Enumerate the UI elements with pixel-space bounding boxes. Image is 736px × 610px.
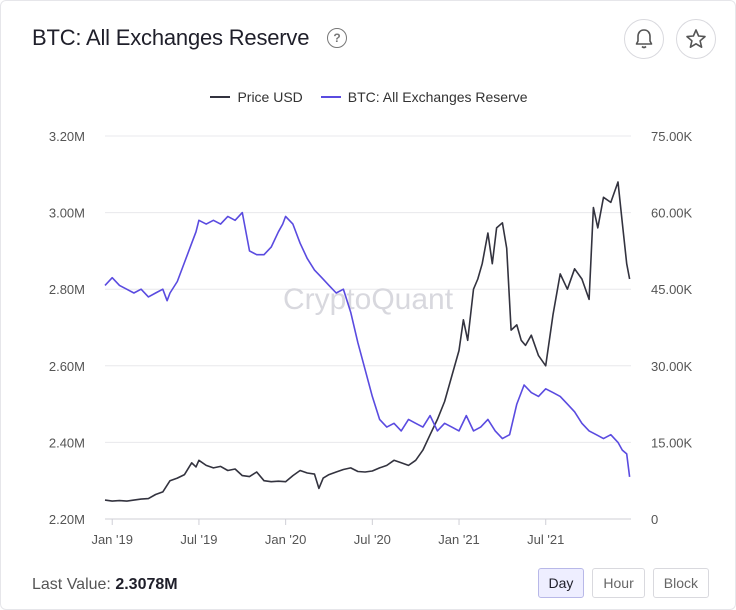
help-icon[interactable]: ?	[327, 28, 347, 48]
y-right-tick-label: 60.00K	[651, 206, 693, 221]
page-title: BTC: All Exchanges Reserve	[32, 25, 310, 50]
x-tick-label: Jan '19	[91, 532, 133, 547]
last-value-number: 2.3078M	[115, 576, 178, 593]
series-line-price	[104, 181, 631, 502]
x-tick-label: Jan '20	[265, 532, 307, 547]
x-tick-label: Jul '20	[354, 532, 391, 547]
y-left-tick-label: 2.40M	[49, 435, 85, 450]
alert-button[interactable]	[624, 19, 664, 59]
tab-day[interactable]: Day	[537, 568, 585, 598]
x-tick-label: Jan '21	[438, 532, 480, 547]
x-tick-label: Jul '21	[527, 532, 564, 547]
legend-item-reserve[interactable]: BTC: All Exchanges Reserve	[320, 89, 528, 105]
star-icon	[686, 29, 706, 49]
legend-label-price: Price USD	[237, 89, 303, 105]
y-left-tick-label: 3.00M	[49, 206, 85, 221]
legend-label-reserve: BTC: All Exchanges Reserve	[347, 89, 528, 105]
chart-axes: 2.20M 2.40M 2.60M 2.80M 3.00M 3.20M 0 15.00K 30.…	[49, 129, 693, 547]
watermark: CryptoQuant	[283, 283, 454, 316]
series-line-reserve	[104, 211, 631, 478]
tab-hour[interactable]: Hour	[592, 568, 645, 598]
y-right-tick-label: 45.00K	[651, 282, 693, 297]
chart-legend: Price USD BTC: All Exchanges Reserve	[1, 89, 736, 105]
y-left-tick-label: 2.20M	[49, 512, 85, 527]
chart-grid	[105, 135, 631, 520]
y-right-tick-label: 15.00K	[651, 435, 693, 450]
chart-series	[104, 181, 631, 502]
resolution-tabs: Day Hour Block	[537, 568, 709, 598]
x-tick-label: Jul '19	[180, 532, 217, 547]
tab-block[interactable]: Block	[652, 568, 709, 598]
y-right-tick-label: 0	[651, 512, 658, 527]
legend-item-price[interactable]: Price USD	[210, 89, 303, 105]
y-right-tick-label: 30.00K	[651, 359, 693, 374]
legend-swatch-price	[210, 96, 231, 98]
bell-icon	[635, 29, 653, 49]
y-left-tick-label: 2.80M	[49, 282, 85, 297]
last-value: Last Value: 2.3078M	[32, 576, 178, 594]
y-left-tick-label: 3.20M	[49, 129, 85, 144]
line-chart: CryptoQuant 2.20M 2.40M 2.60M 2.80M 3.00M 3.2…	[49, 129, 693, 547]
favorite-button[interactable]	[676, 19, 716, 59]
last-value-label: Last Value:	[32, 576, 111, 593]
y-right-tick-label: 75.00K	[651, 129, 693, 144]
y-left-tick-label: 2.60M	[49, 359, 85, 374]
legend-swatch-reserve	[320, 96, 341, 98]
